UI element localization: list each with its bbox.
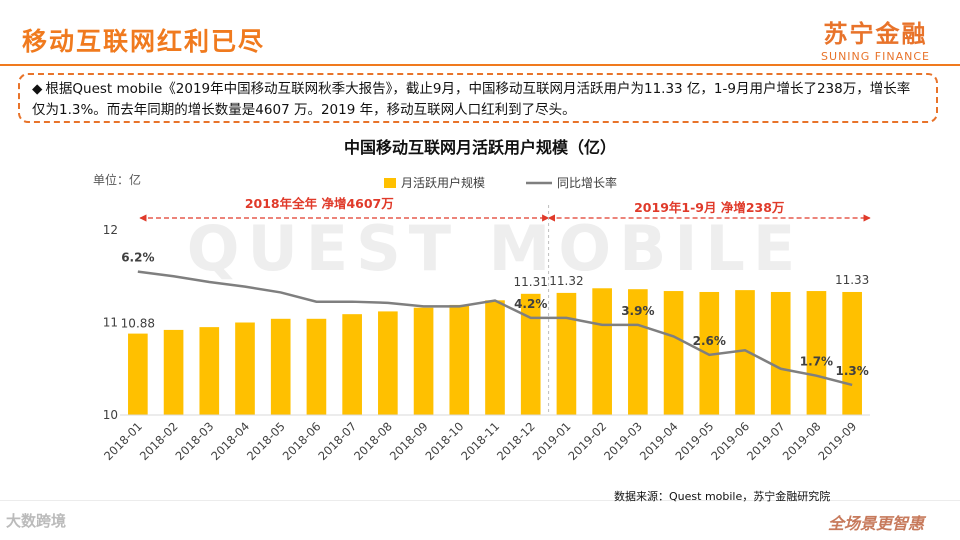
bar [342, 314, 362, 415]
x-tick-label: 2018-12 [494, 419, 538, 463]
x-tick-label: 2018-10 [423, 419, 467, 463]
bar [663, 291, 684, 415]
bar [128, 333, 148, 415]
rate-value-label: 3.9% [621, 304, 654, 318]
y-tick-label: 10 [103, 408, 118, 422]
slogan-logo: 全场景更智惠 [827, 514, 924, 533]
header-divider [0, 64, 960, 66]
rate-value-label: 1.3% [836, 364, 869, 378]
x-tick-label: 2018-01 [101, 419, 145, 463]
bar [520, 293, 541, 415]
legend-bar-swatch [384, 178, 396, 188]
x-tick-label: 2018-09 [387, 419, 431, 463]
slide-title: 移动互联网红利已尽 [22, 27, 266, 56]
bar [806, 291, 827, 415]
summary-text: 根据Quest mobile《2019年中国移动互联网秋季大报告》，截止9月，中… [32, 81, 911, 118]
x-tick-label: 2019-07 [744, 419, 788, 463]
bar [556, 292, 577, 415]
bar [592, 288, 612, 415]
bar [378, 311, 398, 415]
brand-name-cn: 苏宁金融 [823, 20, 928, 48]
brand-logo: 苏宁金融 SUNING FINANCE [821, 14, 930, 63]
rate-value-label: 1.7% [800, 355, 833, 369]
x-tick-label: 2019-02 [565, 419, 609, 463]
bar [163, 329, 184, 415]
x-tick-label: 2018-02 [137, 419, 181, 463]
y-tick-label: 12 [103, 223, 118, 237]
rate-value-label: 4.2% [514, 297, 547, 311]
x-tick-label: 2019-06 [708, 419, 752, 463]
bar-value-label: 11.33 [835, 273, 869, 287]
bar [842, 291, 862, 415]
bar [770, 291, 791, 415]
x-tick-label: 2018-11 [458, 419, 502, 463]
bar-value-label: 11.32 [549, 274, 583, 288]
x-tick-label: 2019-08 [780, 419, 824, 463]
bar-value-label: 11.31 [514, 275, 548, 289]
bar [485, 300, 505, 415]
x-tick-label: 2019-09 [815, 419, 859, 463]
y-axis-label: 单位：亿 [93, 172, 141, 187]
chart-title: 中国移动互联网月活跃用户规模（亿） [344, 138, 616, 157]
brand-name-en: SUNING FINANCE [821, 50, 930, 63]
x-tick-label: 2019-05 [673, 419, 717, 463]
x-tick-label: 2019-01 [530, 419, 574, 463]
x-tick-label: 2019-04 [637, 419, 681, 463]
annotation-label: 2018年全年 净增4607万 [245, 196, 394, 211]
bar [413, 307, 434, 415]
data-source: 数据来源：Quest mobile，苏宁金融研究院 [614, 490, 831, 503]
footer-divider [0, 500, 960, 501]
x-tick-label: 2018-04 [208, 419, 252, 463]
watermark-logo: 大数跨境 [6, 512, 67, 530]
x-tick-label: 2019-03 [601, 419, 645, 463]
bar [306, 318, 327, 415]
y-tick-label: 11 [103, 316, 118, 330]
bar [270, 318, 291, 415]
bar [735, 290, 755, 415]
x-tick-label: 2018-06 [280, 419, 324, 463]
bar [449, 304, 470, 415]
x-tick-label: 2018-07 [315, 419, 359, 463]
chart-watermark: QUEST MOBILE [187, 212, 804, 285]
x-tick-label: 2018-05 [244, 419, 288, 463]
summary-box: ◆ 根据Quest mobile《2019年中国移动互联网秋季大报告》，截止9月，… [18, 73, 938, 123]
bar [235, 322, 255, 415]
x-tick-label: 2018-08 [351, 419, 395, 463]
legend-line-label: 同比增长率 [557, 175, 617, 190]
legend-bar-label: 月活跃用户规模 [401, 175, 485, 190]
rate-value-label: 2.6% [693, 334, 726, 348]
bar-value-label: 10.88 [121, 317, 155, 331]
bar [199, 327, 220, 415]
x-tick-label: 2018-03 [173, 419, 217, 463]
rate-value-label: 6.2% [121, 251, 154, 265]
bar [628, 289, 648, 415]
annotation-label: 2019年1-9月 净增238万 [634, 200, 784, 215]
bullet-icon: ◆ [32, 81, 43, 97]
